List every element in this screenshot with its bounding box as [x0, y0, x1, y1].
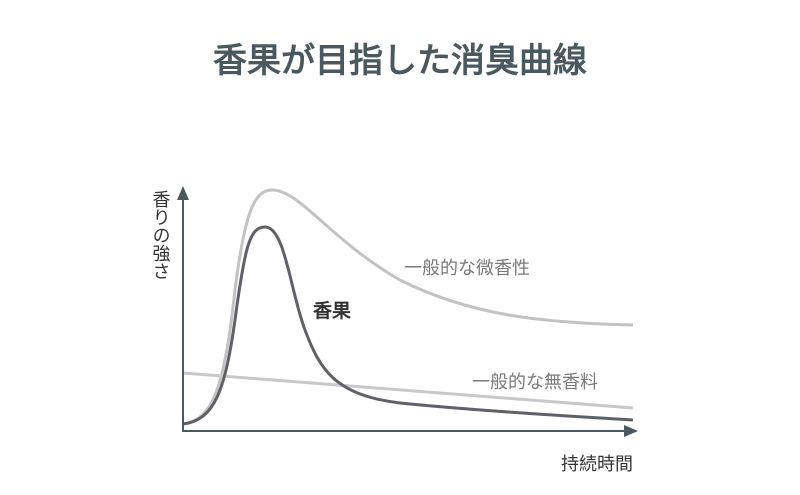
x-axis-label: 持続時間: [561, 454, 633, 475]
curve-mukouryou: [182, 371, 634, 410]
curve-label: 一般的な無香料: [472, 372, 598, 393]
curve-label: 香果: [312, 300, 351, 322]
title: 香果が目指した消臭曲線: [213, 41, 587, 81]
x-arrow: [624, 425, 638, 437]
y-arrow: [177, 186, 189, 200]
curve-label: 一般的な微香性: [404, 258, 530, 279]
curve-bikousei: [182, 188, 634, 426]
y-axis-label: 香りの強さ: [150, 190, 171, 280]
curve-kouka: [182, 225, 634, 426]
